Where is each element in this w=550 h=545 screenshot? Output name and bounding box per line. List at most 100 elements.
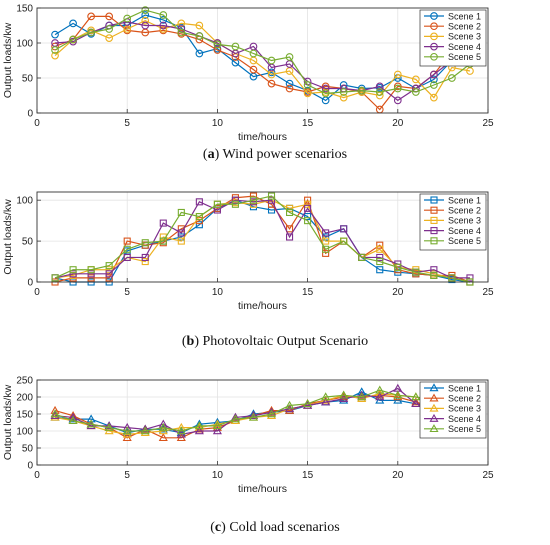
data-point <box>322 237 330 245</box>
data-point <box>267 79 276 88</box>
chart-1: 0 5 10 15 20 25 0 50 100 150 time/hours Output load… <box>2 4 494 144</box>
data-point <box>87 12 95 21</box>
data-point <box>376 257 384 266</box>
data-point <box>177 19 186 28</box>
caption-c-text: Cold load scenarios <box>225 520 340 535</box>
data-point <box>87 274 95 282</box>
data-point <box>105 12 114 21</box>
x-axis-label: time/hours <box>238 131 287 143</box>
axes-box <box>36 379 489 466</box>
data-point <box>141 239 149 247</box>
data-point <box>376 245 384 253</box>
legend-marker <box>430 42 438 51</box>
data-point <box>123 253 131 262</box>
x-tick-label: 10 <box>212 118 224 129</box>
caption-b: (b) Photovoltaic Output Scenario <box>181 334 369 349</box>
data-point <box>195 198 203 206</box>
data-point <box>412 268 420 276</box>
x-tick-label: 0 <box>34 470 40 481</box>
data-point <box>68 416 78 425</box>
data-point <box>87 28 95 37</box>
data-point <box>394 263 402 271</box>
data-point <box>393 96 402 105</box>
data-point <box>50 409 60 418</box>
data-point <box>286 204 294 212</box>
data-point <box>177 229 185 237</box>
data-point <box>339 88 348 96</box>
legend-label: Scene 2 <box>448 206 481 216</box>
data-point <box>321 392 331 401</box>
caption-a-letter: a <box>207 147 215 162</box>
data-point <box>176 426 186 435</box>
data-point <box>158 422 168 431</box>
data-point <box>248 412 259 421</box>
data-point <box>104 422 114 431</box>
legend-marker <box>430 22 438 31</box>
data-point <box>304 196 312 204</box>
y-tick-label: 50 <box>22 444 34 455</box>
y-tick-label: 150 <box>16 410 33 421</box>
data-point <box>375 385 385 394</box>
axes-box <box>36 191 489 283</box>
data-point <box>230 412 240 421</box>
data-point <box>393 84 402 93</box>
data-point <box>466 274 474 282</box>
legend-label: Scene 1 <box>448 11 481 21</box>
plot-area <box>37 380 488 465</box>
data-point <box>105 274 113 282</box>
data-point <box>212 426 222 435</box>
data-point <box>105 270 113 278</box>
data-point <box>177 237 185 245</box>
data-point <box>158 433 168 442</box>
x-axis-label: time/hours <box>238 483 287 495</box>
data-point <box>51 274 59 282</box>
data-point <box>87 270 95 278</box>
x-tick-label: 5 <box>124 470 130 481</box>
series-line <box>54 389 470 432</box>
data-point <box>213 200 221 208</box>
data-point <box>123 237 131 245</box>
data-point <box>105 34 114 42</box>
caption-a: (a) Wind power scenarios <box>202 147 348 162</box>
data-point <box>231 58 240 67</box>
data-point <box>231 42 240 51</box>
data-point <box>194 421 204 430</box>
data-point <box>249 196 258 204</box>
data-point <box>448 274 456 282</box>
x-tick-label: 25 <box>482 287 494 298</box>
data-point <box>339 93 348 102</box>
y-tick-label: 100 <box>16 39 33 50</box>
data-point <box>123 14 132 23</box>
x-tick-label: 5 <box>124 287 130 298</box>
data-point <box>411 392 421 401</box>
caption-b-letter: b <box>186 334 195 349</box>
legend-label: Scene 4 <box>448 42 481 52</box>
x-tick-label: 0 <box>34 287 40 298</box>
data-point <box>376 241 384 249</box>
x-tick-label: 15 <box>302 118 314 129</box>
legend-label: Scene 5 <box>448 236 481 246</box>
data-point <box>322 229 330 237</box>
data-point <box>51 46 59 54</box>
data-point <box>303 399 313 408</box>
data-point <box>303 400 313 409</box>
y-tick-label: 200 <box>16 393 33 404</box>
data-point <box>411 75 420 84</box>
data-point <box>159 21 168 30</box>
legend-label: Scene 4 <box>448 414 481 424</box>
data-point <box>158 419 168 428</box>
data-point <box>266 407 277 416</box>
data-point <box>322 245 330 253</box>
legend-marker <box>429 383 439 392</box>
legend-marker <box>430 227 438 235</box>
data-point <box>411 399 421 408</box>
data-point <box>195 212 203 221</box>
data-point <box>123 245 131 253</box>
y-tick-label: 0 <box>27 278 33 289</box>
data-point <box>375 82 384 91</box>
data-point <box>86 419 96 428</box>
data-point <box>322 249 330 257</box>
data-point <box>430 81 438 89</box>
data-point <box>122 427 132 436</box>
data-point <box>105 266 113 274</box>
